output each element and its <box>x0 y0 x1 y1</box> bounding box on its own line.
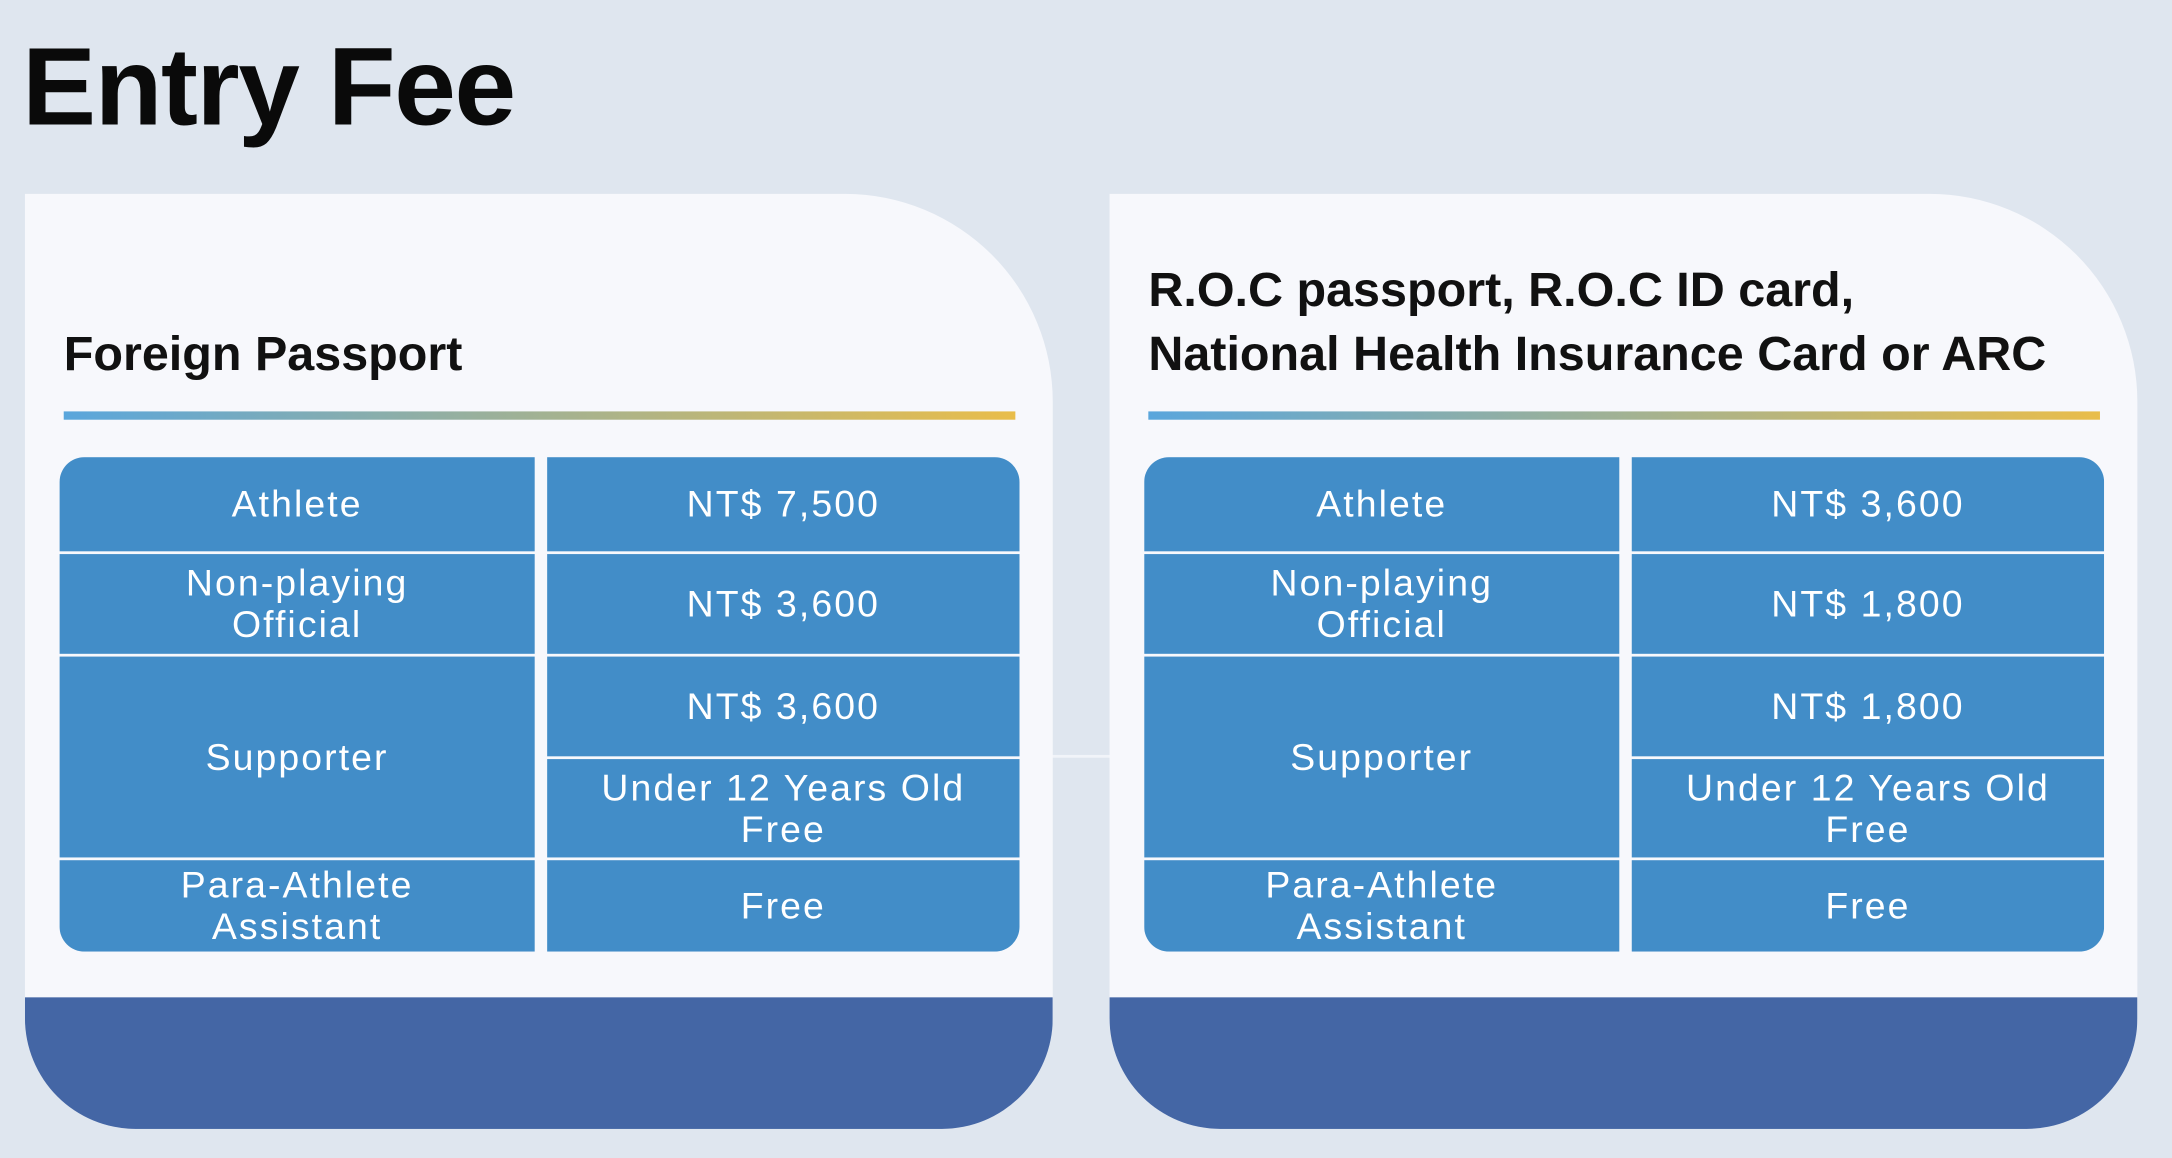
category-text: Official <box>231 603 363 646</box>
fee-text: NT$ 3,600 <box>1771 483 1965 525</box>
category-text: Official <box>1316 603 1447 646</box>
connector <box>1019 754 1145 758</box>
heading-line: Foreign Passport <box>63 326 463 381</box>
category-text: Para-Athlete <box>180 864 414 906</box>
category-cell: Para-Athlete Assistant <box>59 860 535 952</box>
heading-line: National Health Insurance Card or ARC <box>1148 326 2047 381</box>
fee-text: NT$ 7,500 <box>686 483 880 525</box>
category-cell: Para-Athlete Assistant <box>1144 860 1620 952</box>
category-text: Supporter <box>205 736 389 778</box>
page-title: Entry Fee <box>22 24 516 149</box>
fee-text: Free <box>1825 808 1911 850</box>
fee-text: Under 12 Years Old <box>601 766 966 809</box>
category-text: Athlete <box>1316 483 1448 525</box>
card-heading: Foreign Passport <box>64 323 463 387</box>
category-text: Supporter <box>1290 736 1474 778</box>
fee-text: NT$ 3,600 <box>686 583 880 625</box>
fee-cell: NT$ 1,800 <box>1631 656 2105 757</box>
fee-text: Free <box>740 808 826 850</box>
fee-cell: NT$ 3,600 <box>1631 457 2105 552</box>
card-heading: R.O.C passport, R.O.C ID card, National H… <box>1148 259 2046 386</box>
category-text: Non-playing <box>1270 562 1493 604</box>
fee-text: NT$ 1,800 <box>1771 583 1965 625</box>
fee-cell: Free <box>547 860 1020 952</box>
fee-table: Athlete NT$ 3,600 Non-playing Official NT$ 1… <box>1144 457 2105 952</box>
fee-text: Under 12 Years Old <box>1686 766 2050 809</box>
fee-text: NT$ 1,800 <box>1771 685 1965 728</box>
fee-cell: Under 12 Years Old Free <box>1631 759 2105 858</box>
category-text: Athlete <box>231 483 363 525</box>
fee-cell: Free <box>1631 860 2105 952</box>
fee-text: NT$ 3,600 <box>686 685 880 728</box>
gradient-rule <box>63 411 1016 420</box>
category-text: Assistant <box>211 905 383 948</box>
card-footer-band <box>24 997 1053 1129</box>
fee-cell: Under 12 Years Old Free <box>547 759 1020 858</box>
category-cell: Supporter <box>59 656 535 858</box>
fee-cell: NT$ 3,600 <box>547 656 1020 757</box>
category-cell: Supporter <box>1144 656 1620 858</box>
card-footer-band <box>1109 997 2138 1129</box>
card: Foreign Passport Athlete NT$ 7,500 Non-play… <box>24 193 1053 1129</box>
fee-cell: NT$ 1,800 <box>1631 554 2105 654</box>
heading-line: R.O.C passport, R.O.C ID card, <box>1148 263 1855 318</box>
fee-text: Free <box>740 885 826 927</box>
category-text: Assistant <box>1296 905 1467 948</box>
fee-cell: NT$ 3,600 <box>547 554 1020 654</box>
category-text: Para-Athlete <box>1265 864 1499 906</box>
card: R.O.C passport, R.O.C ID card, National H… <box>1109 193 2138 1129</box>
gradient-rule <box>1148 411 2100 420</box>
category-cell: Athlete <box>1144 457 1620 552</box>
fee-text: Free <box>1825 885 1911 927</box>
category-text: Non-playing <box>185 562 409 604</box>
category-cell: Athlete <box>59 457 535 552</box>
fee-table: Athlete NT$ 7,500 Non-playing Official NT$ 3… <box>59 457 1020 952</box>
category-cell: Non-playing Official <box>1144 554 1620 654</box>
fee-cell: NT$ 7,500 <box>547 457 1020 552</box>
category-cell: Non-playing Official <box>59 554 535 654</box>
